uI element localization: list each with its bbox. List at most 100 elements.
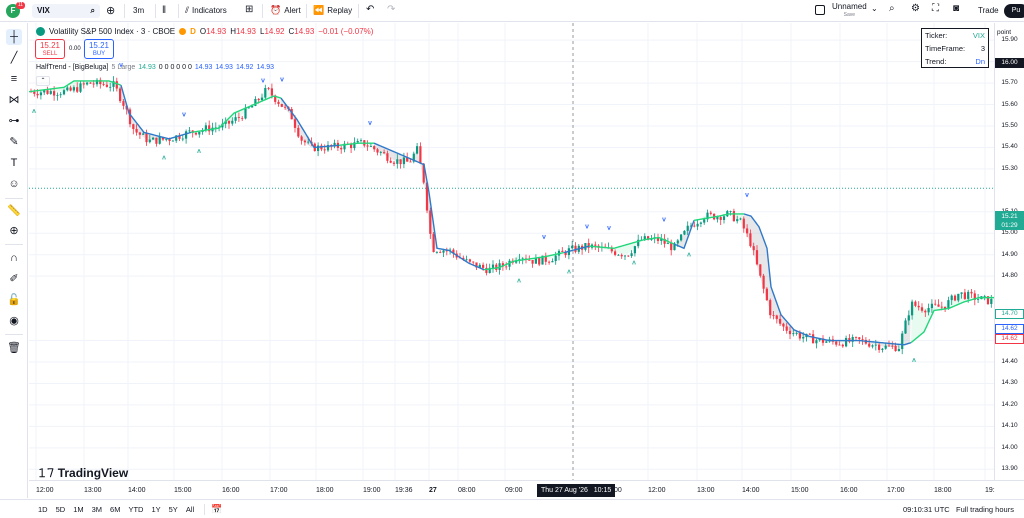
date-range-button[interactable]: 📅 [211, 504, 222, 515]
trend-line-icon[interactable]: ╱ [10, 52, 18, 64]
range-button-ytd[interactable]: YTD [128, 504, 144, 514]
range-button-1y[interactable]: 1Y [151, 504, 161, 514]
buy-button[interactable]: 15.21 BUY [84, 39, 114, 59]
pencil-lock-icon[interactable]: ✐ [9, 273, 19, 285]
bar-type-button[interactable]: ǁ [162, 5, 166, 16]
time-axis[interactable] [29, 480, 1024, 498]
alert-button[interactable]: ⏰ Alert [270, 5, 301, 16]
brush-icon[interactable]: ✎ [9, 136, 19, 148]
range-button-1d[interactable]: 1D [38, 504, 48, 514]
candle-body [620, 254, 623, 257]
candle-body [260, 97, 264, 101]
magnet-icon[interactable]: ∩ [10, 252, 18, 264]
crosshair-price-label: 16.00 [995, 58, 1024, 68]
layout-name[interactable]: Unnamed Save [832, 3, 867, 19]
fib-retracement-icon[interactable]: ≡ [10, 73, 18, 85]
zoom-in-icon[interactable]: ⊕ [9, 225, 19, 237]
forecast-icon[interactable]: ⊶ [8, 115, 20, 127]
top-toolbar: F 11 VIX ⌕ ⊕ 3m ǁ ⫽ Indicators ⊞ ⏰ Alert… [0, 0, 1024, 22]
text-icon[interactable]: T [10, 157, 18, 169]
publish-button[interactable]: Pu [1004, 4, 1024, 18]
range-button-all[interactable]: All [185, 504, 195, 514]
candle-body [303, 140, 306, 143]
candle-body [386, 153, 389, 161]
layout-menu-button[interactable]: ⌄ [871, 4, 878, 13]
quick-search-button[interactable]: ⌕ [889, 3, 895, 14]
halftrend-line [120, 85, 192, 140]
settings-button[interactable]: ⚙ [911, 3, 920, 14]
buy-signal-arrow: ⩚ [632, 258, 637, 267]
collapse-legend-button[interactable]: ⌃ [36, 76, 50, 86]
candle-body [785, 326, 788, 331]
ticker-value: VIX [972, 31, 985, 40]
lock-icon[interactable]: 🔓 [7, 294, 21, 306]
time-tick: 14:00 [128, 487, 146, 494]
candle-body [739, 218, 742, 220]
candle-body [755, 250, 759, 265]
range-button-1m[interactable]: 1M [73, 504, 84, 514]
pattern-icon[interactable]: ⋈ [8, 94, 20, 106]
layout-title: Unnamed [832, 2, 867, 11]
price-chart[interactable]: ⩚ ⩛ ⩚ ⩛ ⩚ ⩛ ⩛ ⩛ ⩚ ⩛ ⩚ ⩛ ⩛ ⩚ ⩛ ⩚ ⩛ ⩚ [29, 23, 994, 480]
compare-button[interactable]: ⊕ [106, 4, 115, 17]
candle-body [686, 225, 689, 231]
sell-signal-arrow: ⩛ [585, 222, 590, 231]
redo-button[interactable]: ↷ [387, 4, 395, 15]
sell-button[interactable]: 15.21 SELL [35, 39, 65, 59]
candle-body [148, 139, 151, 143]
candle-body [858, 337, 861, 340]
eye-icon[interactable]: ◉ [9, 315, 19, 327]
candle-body [673, 243, 676, 251]
candle-body [267, 87, 270, 89]
interval-button[interactable]: 3m [133, 6, 145, 15]
trash-icon[interactable]: 🗑 [7, 342, 21, 354]
candle-body [957, 293, 960, 301]
undo-button[interactable]: ↶ [366, 4, 374, 15]
indicator-params: 5 Large [111, 64, 136, 71]
buy-signal-arrow: ⩚ [567, 266, 572, 275]
candle-body [838, 344, 841, 346]
range-button-5d[interactable]: 5D [55, 504, 66, 514]
candle-body [924, 310, 927, 313]
indicators-button[interactable]: ⫽ Indicators [185, 5, 227, 16]
symbol-search[interactable]: VIX ⌕ [32, 4, 100, 18]
symbol-title[interactable]: Volatility S&P 500 Index · 3 · CBOE [49, 27, 176, 36]
replay-button[interactable]: ⏪ Replay [313, 5, 352, 16]
candle-body [462, 257, 465, 260]
change-value: −0.01 (−0.07%) [318, 27, 374, 36]
emoji-icon[interactable]: ☺ [8, 178, 20, 190]
candle-body [491, 264, 495, 268]
range-button-6m[interactable]: 6M [110, 504, 121, 514]
snapshot-button[interactable]: ◙ [953, 3, 959, 14]
sell-signal-arrow: ⩛ [368, 118, 373, 127]
ruler-icon[interactable]: 📏 [7, 205, 21, 217]
session-button[interactable]: Full trading hours [956, 505, 1014, 514]
candle-body [59, 94, 62, 96]
trend-value: Dn [975, 57, 985, 66]
candle-body [802, 337, 805, 339]
candle-body [435, 251, 438, 253]
range-button-5y[interactable]: 5Y [168, 504, 178, 514]
candle-body [270, 88, 273, 96]
candle-body [749, 233, 752, 247]
candle-body [402, 157, 405, 165]
fullscreen-button[interactable]: ⛶ [932, 3, 939, 14]
crosshair-icon[interactable]: ┼ [6, 29, 22, 45]
candle-body [247, 107, 250, 109]
range-button-3m[interactable]: 3M [91, 504, 103, 514]
candle-body [274, 95, 277, 102]
candle-body [105, 84, 108, 87]
templates-button[interactable]: ⊞ [245, 4, 253, 15]
candle-body [300, 136, 303, 141]
candle-body [323, 149, 326, 151]
indicator-legend[interactable]: HalfTrend - [BigBeluga] 5 Large 14.93 0 … [36, 64, 274, 71]
layout-icon[interactable] [815, 5, 825, 15]
trend-label: Trend: [925, 57, 947, 66]
last-price-label: 15.21 01:29 [995, 211, 1024, 230]
price-tick: 15.90 [1001, 36, 1018, 44]
trade-button[interactable]: Trade [978, 6, 999, 15]
price-axis[interactable]: point [994, 23, 1024, 480]
clock-display[interactable]: 09:10:31 UTC [903, 505, 950, 514]
candle-body [683, 230, 686, 235]
candle-body [66, 87, 69, 91]
